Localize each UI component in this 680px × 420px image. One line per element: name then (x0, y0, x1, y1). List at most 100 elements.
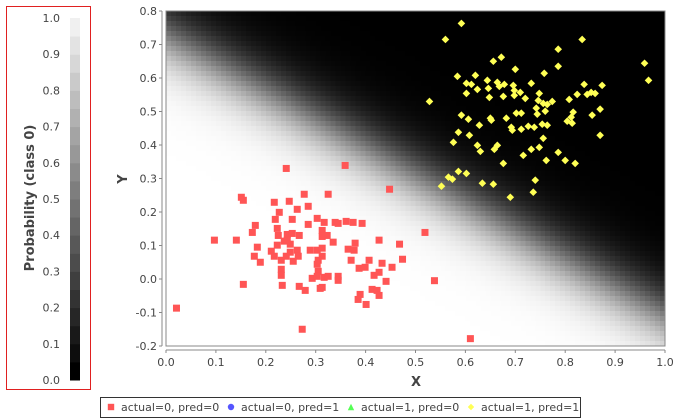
data-point (596, 131, 604, 140)
data-point (598, 81, 606, 90)
data-point (386, 185, 394, 193)
y-tick-label: 0.7 (140, 39, 158, 52)
data-point (361, 263, 369, 271)
x-tick-label: 0.0 (157, 356, 175, 369)
data-points (172, 19, 653, 343)
data-point (314, 267, 322, 275)
data-point (210, 236, 218, 244)
data-point (396, 240, 404, 248)
data-point (508, 126, 517, 135)
data-point (554, 148, 563, 157)
y-tick-label: 0.0 (140, 273, 158, 286)
colorbar-step (70, 90, 80, 109)
data-point (532, 104, 541, 112)
data-point (476, 147, 485, 156)
data-point (313, 272, 321, 280)
x-tick-label: 0.4 (357, 356, 375, 369)
data-point (565, 95, 573, 104)
data-point (351, 239, 359, 247)
data-point (596, 105, 604, 113)
data-point (478, 179, 487, 187)
colorbar-ticks: 0.0 0.1 0.2 0.3 0.4 0.5 0.6 0.7 0.8 0.9 1.0 (43, 12, 61, 387)
data-point (539, 134, 548, 143)
legend-entry-label: actual=0, pred=1 (241, 401, 339, 414)
data-point (399, 255, 407, 263)
data-point (588, 111, 596, 119)
data-point (329, 238, 337, 246)
data-point (448, 175, 457, 183)
data-point (239, 196, 247, 204)
data-point (462, 89, 471, 98)
data-point (457, 111, 466, 119)
data-point (489, 57, 498, 66)
plot-frame (165, 10, 666, 347)
data-point (283, 230, 291, 238)
data-point (538, 120, 547, 129)
x-tick-label: 1.0 (656, 356, 674, 369)
data-point (318, 252, 326, 260)
data-point (275, 208, 283, 216)
data-point (529, 188, 538, 197)
colorbar-step (70, 235, 80, 254)
data-point (465, 131, 474, 140)
data-point (527, 79, 536, 88)
data-point (580, 80, 588, 89)
x-tick-label: 0.7 (507, 356, 525, 369)
legend-circle-icon (227, 403, 235, 411)
data-point (344, 245, 352, 253)
data-point (457, 19, 466, 28)
data-point (324, 190, 332, 198)
y-tick-label: 0.2 (140, 206, 158, 219)
probability-heatmap (166, 11, 665, 346)
data-point (571, 159, 579, 168)
colorbar-tick-label: 0.5 (43, 193, 61, 206)
x-tick-label: 0.9 (606, 356, 624, 369)
data-point (535, 89, 544, 98)
data-point (509, 81, 518, 90)
colorbar-step (70, 217, 80, 236)
y-tick-label: -0.1 (136, 307, 157, 320)
colorbar-step (70, 271, 80, 290)
legend-entries: actual=0, pred=0 actual=0, pred=1 actual=1… (107, 401, 579, 414)
colorbar-step (70, 253, 80, 272)
data-point (172, 304, 180, 312)
colorbar (70, 18, 80, 381)
colorbar-step (70, 18, 80, 37)
colorbar-step (70, 180, 80, 200)
data-point (355, 264, 363, 272)
data-point (554, 45, 563, 53)
data-point (543, 100, 552, 109)
data-point (573, 90, 581, 99)
data-point (530, 123, 539, 132)
data-point (521, 94, 530, 103)
y-ticks: -0.2 -0.1 0.0 0.1 0.2 0.3 0.4 0.5 0.6 0.7 0.8 (136, 5, 162, 353)
data-point (295, 282, 303, 290)
data-point (273, 224, 281, 232)
data-point (274, 231, 282, 239)
data-point (301, 286, 309, 294)
data-point (378, 259, 386, 267)
data-point (354, 295, 362, 303)
y-tick-label: 0.4 (140, 139, 158, 152)
data-point (533, 110, 542, 118)
colorbar-tick-label: 0.7 (43, 121, 61, 134)
data-point (295, 231, 303, 239)
data-point (583, 90, 591, 99)
data-point (430, 277, 438, 285)
data-point (568, 119, 576, 128)
data-point (475, 121, 484, 130)
legend-triangle-icon (347, 403, 355, 411)
data-point (277, 265, 285, 273)
legend-square-icon (107, 403, 115, 411)
data-point (285, 197, 293, 205)
colorbar-tick-label: 0.9 (43, 48, 61, 61)
data-point (253, 243, 261, 251)
colorbar-step (70, 307, 80, 327)
data-point (280, 237, 288, 245)
data-point (250, 252, 258, 260)
data-point (334, 219, 342, 227)
data-point (293, 205, 301, 213)
legend-diamond-icon (467, 403, 475, 411)
colorbar-step (70, 126, 80, 146)
